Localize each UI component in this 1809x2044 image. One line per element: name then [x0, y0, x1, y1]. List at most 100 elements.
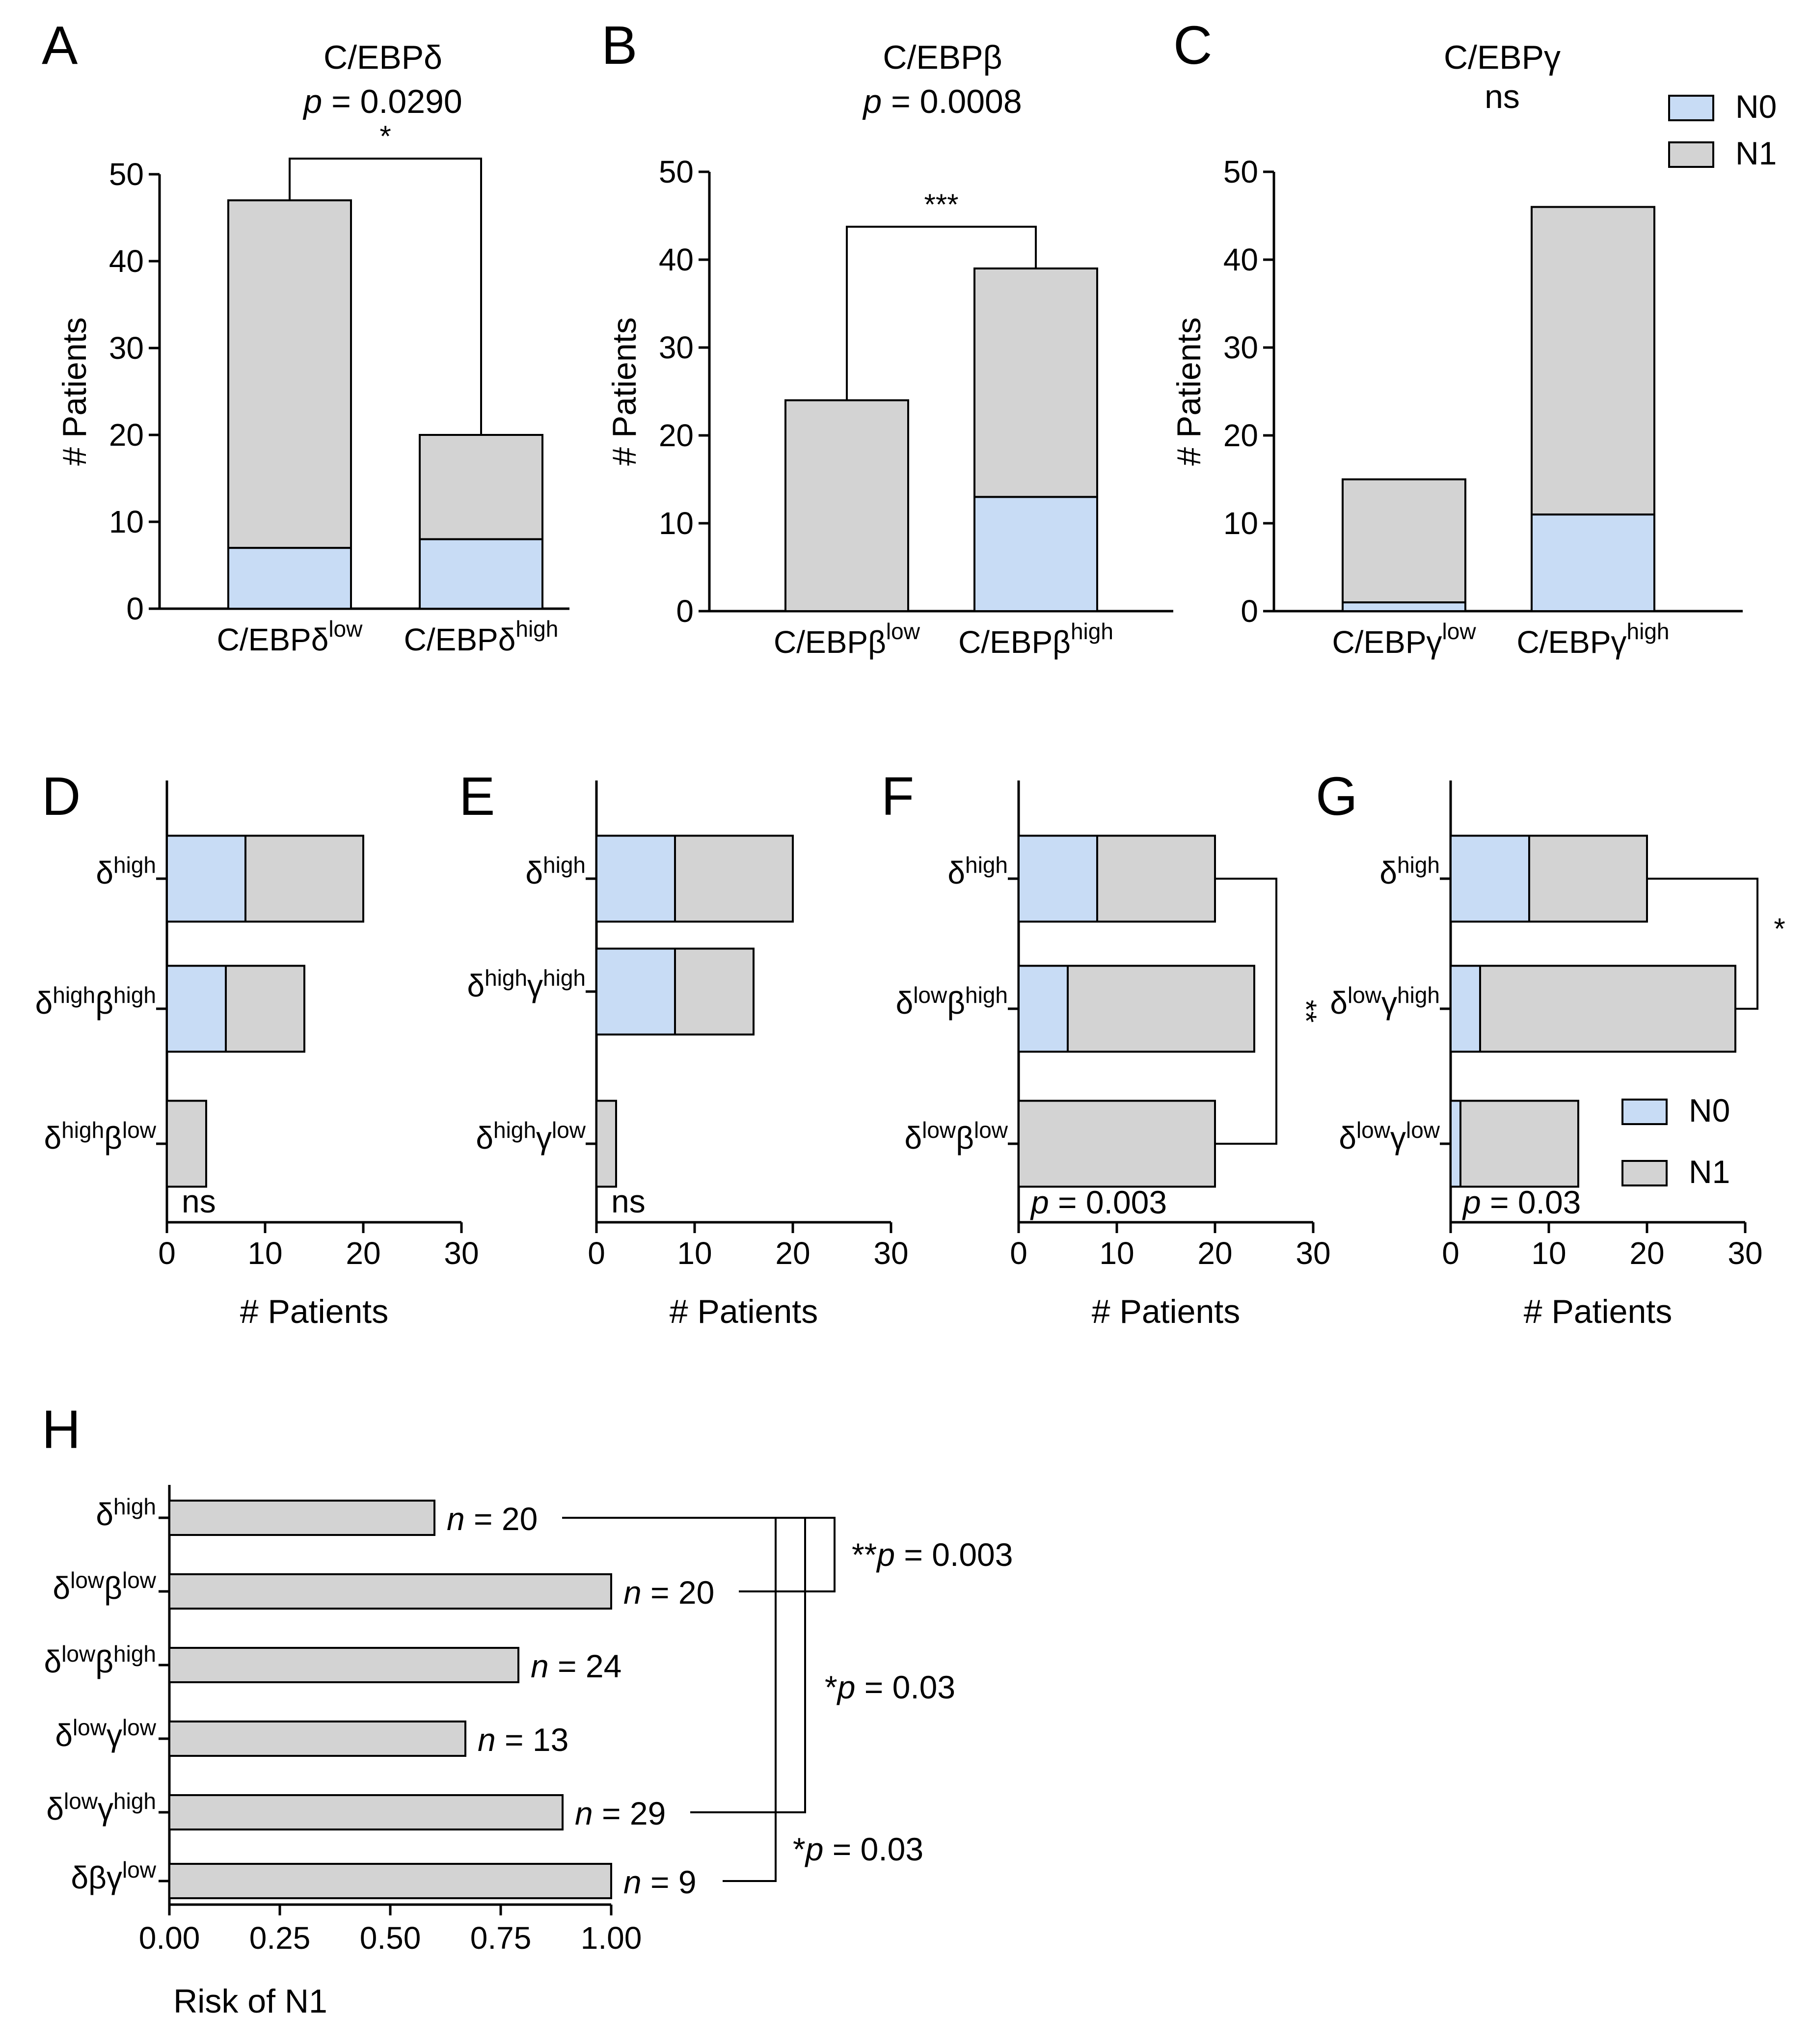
label-sup: high [113, 1788, 156, 1814]
label-sup: high [113, 852, 156, 878]
label-base: δ [947, 855, 965, 890]
y-tick-label: 40 [1223, 242, 1258, 277]
comparison-stars: * [793, 1831, 806, 1867]
y-tick-label: δhigh [1379, 852, 1440, 890]
label-sup: low [73, 1715, 107, 1740]
label-base: δ [46, 1791, 64, 1827]
p-number: = 0.003 [895, 1536, 1013, 1573]
panel-label: G [1316, 766, 1358, 827]
y-tick-label: δlowβhigh [44, 1641, 156, 1679]
bar-n1 [973, 267, 1098, 498]
bar-n1 [1479, 965, 1736, 1053]
x-tick-label: C/EBPβhigh [958, 619, 1113, 660]
bar-n1 [1018, 1100, 1216, 1188]
n-value: = 24 [549, 1648, 622, 1684]
legend-swatch-n0 [1668, 95, 1714, 121]
label-base: β [104, 1120, 122, 1156]
y-tick-label: 30 [109, 330, 144, 366]
y-tick-label: δlowγhigh [1330, 982, 1440, 1021]
x-tick-label: 0 [1442, 1236, 1459, 1271]
x-tick-label: C/EBPβlow [774, 619, 920, 660]
x-tick-label: 30 [444, 1236, 479, 1271]
bar-n1 [419, 434, 543, 540]
y-tick-label: δlowγhigh [46, 1788, 156, 1827]
bar-n0 [973, 496, 1098, 612]
comparison-label: **p = 0.003 [852, 1536, 1013, 1573]
label-sup: low [64, 1788, 98, 1814]
panel-label: C [1173, 15, 1212, 76]
significance-label: ns [1485, 78, 1520, 115]
x-tick-label: 20 [1197, 1236, 1232, 1271]
y-tick-label: 0 [126, 591, 144, 626]
label-base: δ [1330, 985, 1348, 1021]
label-sup: high [113, 1494, 156, 1519]
chart-title: C/EBPβ [883, 39, 1002, 76]
y-tick-label: 10 [1223, 506, 1258, 541]
label-sup: high [965, 852, 1008, 878]
x-tick-label: 0.50 [360, 1920, 421, 1956]
p-value: p = 0.0290 [302, 83, 462, 120]
y-tick-label: δhigh [525, 852, 586, 890]
x-tick-label: C/EBPγlow [1332, 619, 1476, 660]
n-symbol: n [478, 1721, 496, 1758]
label-base: δ [44, 1644, 62, 1679]
label-base: δ [1379, 855, 1397, 890]
y-tick-label: δlowγlow [55, 1715, 156, 1753]
y-axis-label: # Patients [606, 317, 643, 465]
n-value: = 13 [496, 1721, 569, 1758]
label-base: δ [96, 1497, 113, 1532]
bar-n0 [595, 834, 676, 923]
label-sup: high [543, 852, 586, 878]
label-base: β [956, 1120, 974, 1156]
x-axis-label: Risk of N1 [173, 1983, 327, 2020]
panel-label: D [42, 766, 81, 827]
x-tick-label: 20 [775, 1236, 810, 1271]
p-value: p = 0.003 [1030, 1184, 1167, 1220]
category-sup: high [515, 616, 558, 642]
x-tick-label: 10 [1099, 1236, 1134, 1271]
legend-label-n0: N0 [1735, 88, 1777, 125]
bar-n1 [595, 1100, 617, 1188]
bar-n1 [1528, 834, 1648, 923]
panel-label: A [42, 15, 78, 76]
bar-n1 [1531, 206, 1655, 516]
significance-stars: * [1774, 913, 1785, 945]
n-value: = 9 [642, 1864, 697, 1900]
bar-n0 [1018, 834, 1098, 923]
label-base: β [95, 985, 113, 1021]
y-tick-label: δhighγhigh [467, 965, 586, 1003]
y-tick-label: 50 [109, 157, 144, 192]
panel-label: H [42, 1399, 81, 1460]
bar-n1 [674, 947, 755, 1036]
label-sup: high [113, 1641, 156, 1667]
legend-label-n0: N0 [1689, 1092, 1730, 1129]
n-symbol: n [623, 1864, 642, 1900]
y-tick-label: 20 [109, 417, 144, 453]
label-base: δ [96, 855, 113, 890]
bar-n0 [1450, 1100, 1461, 1188]
label-sup: low [70, 1567, 105, 1593]
x-tick-label: 0 [1010, 1236, 1027, 1271]
label-sup: low [1348, 982, 1382, 1008]
y-tick-label: δhigh [96, 1494, 156, 1532]
label-sup: high [543, 965, 586, 991]
x-tick-label: 30 [873, 1236, 908, 1271]
bar-n1 [1067, 965, 1255, 1053]
p-number: = 0.003 [1049, 1184, 1167, 1220]
label-sup: low [974, 1117, 1008, 1143]
label-sup: high [485, 965, 527, 991]
category-sup: high [1071, 619, 1113, 644]
x-axis-label: # Patients [670, 1293, 818, 1330]
n-value: = 20 [465, 1501, 538, 1537]
significance-bracket [562, 1517, 777, 1882]
x-tick-label: 1.00 [581, 1920, 642, 1956]
bar-n1 [1096, 834, 1216, 923]
significance-bracket [846, 225, 1037, 401]
bar-n1 [244, 834, 364, 923]
bar-n0 [1450, 834, 1530, 923]
label-base: β [95, 1644, 113, 1679]
x-tick-label: 0.00 [139, 1920, 200, 1956]
bar-n1 [227, 199, 352, 549]
significance-label: ns [182, 1183, 216, 1219]
n-symbol: n [531, 1648, 549, 1684]
